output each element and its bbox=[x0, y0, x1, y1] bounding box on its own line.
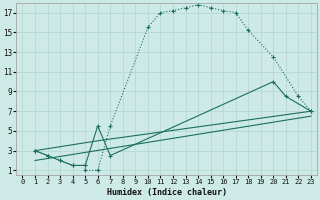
X-axis label: Humidex (Indice chaleur): Humidex (Indice chaleur) bbox=[107, 188, 227, 197]
